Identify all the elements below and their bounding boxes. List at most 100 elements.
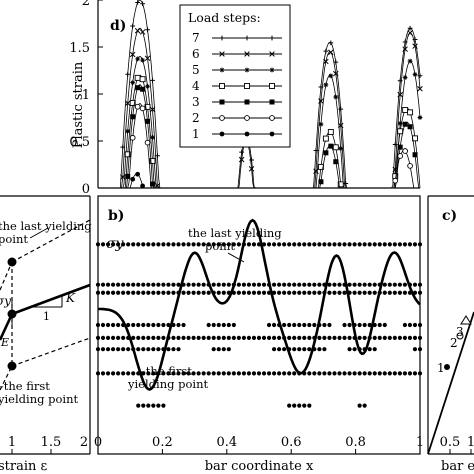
series-4-marker-36 (139, 76, 146, 83)
series-6-marker-28 (129, 51, 136, 58)
yield-dot-r4-12 (156, 335, 161, 340)
yield-dot-r4-28 (236, 335, 241, 340)
panel-b-annot-last-2: point (205, 239, 235, 253)
panel-a-elastic-line (0, 313, 14, 341)
yield-dot-r6-30 (246, 371, 252, 376)
series-7-marker-28 (130, 23, 136, 29)
series-3-marker-252 (407, 124, 413, 130)
yield-dot-r0-38 (287, 242, 292, 247)
yield-dot-r6-52 (357, 371, 362, 376)
yield-dot-r2-59 (392, 290, 397, 295)
yield-dot-r4-35 (271, 335, 277, 340)
legend-marker-4-0 (219, 83, 225, 89)
series-5-marker-244 (397, 121, 403, 126)
legend-marker-3-1 (244, 99, 250, 105)
yield-dot-r6-36 (277, 371, 282, 376)
yield-dot-r4-8 (136, 335, 141, 340)
yield-dot-r2-32 (256, 290, 262, 295)
yield-dot-r5-8 (136, 347, 141, 352)
legend-marker-7-0 (219, 35, 225, 41)
yield-dot-r6-63 (412, 371, 418, 376)
yield-dot-r6-37 (282, 371, 287, 376)
yield-dot-r0-30 (246, 242, 252, 247)
legend-marker-5-0 (219, 67, 225, 73)
yield-dot-r4-1 (100, 335, 106, 340)
series-4-marker-192 (332, 144, 339, 151)
panel-a-annot-first-1: –the first (0, 379, 50, 393)
yield-dot-r6-26 (226, 371, 231, 376)
yield-dot-r1-61 (402, 282, 408, 287)
yield-dot-r3-40 (297, 322, 302, 328)
yield-dot-r0-34 (266, 242, 272, 247)
yield-dot-r1-40 (297, 282, 302, 287)
panel-a-slope-one: 1 (43, 310, 50, 323)
yield-dot-r1-47 (332, 282, 337, 287)
yield-dot-r2-22 (206, 290, 211, 295)
yield-dot-r4-23 (211, 335, 216, 340)
yield-dot-r4-5 (121, 335, 126, 340)
series-4-marker-188 (327, 129, 334, 135)
series-4-marker-196 (337, 181, 344, 188)
yield-dot-r2-35 (271, 290, 277, 295)
series-4-marker-184 (322, 135, 329, 142)
yield-dot-r0-45 (322, 242, 327, 247)
yield-dot-r6-9 (141, 371, 146, 376)
yield-dot-r6-24 (216, 371, 221, 376)
yield-dot-r1-58 (387, 282, 392, 287)
panel-c-xtick-label-0: 0.5 (440, 435, 461, 450)
yield-dot-r1-41 (302, 282, 307, 287)
yield-dot-r3-37 (282, 322, 287, 328)
panel-b-x-ticks: 0 0.2 0.4 0.6 0.8 1 (94, 435, 424, 454)
yield-dot-r3-57 (382, 322, 387, 328)
series-2-marker-32 (134, 103, 141, 110)
series-5-marker-256 (412, 72, 418, 77)
yield-dot-r4-10 (146, 335, 151, 340)
legend-marker-1-2 (269, 131, 275, 137)
yield-dot-r2-24 (216, 290, 221, 295)
yield-dot-r4-17 (181, 335, 186, 340)
yield-dot-r1-60 (397, 282, 402, 287)
series-3-marker-256 (412, 152, 418, 158)
yield-dot-r0-25 (221, 242, 226, 247)
yield-dot-r1-12 (156, 282, 161, 287)
series-2-marker-28 (129, 134, 136, 141)
yield-dot-r1-57 (382, 282, 387, 287)
series-4-marker-24 (124, 151, 131, 158)
yield-dot-r4-4 (116, 335, 121, 340)
yield-dot-r0-21 (201, 242, 206, 247)
yield-dot-r4-26 (226, 335, 231, 340)
panel-c-point-label-3: 3 (456, 325, 464, 339)
yield-dot-r2-11 (151, 290, 156, 295)
yield-dot-r0-50 (347, 242, 352, 247)
series-5-marker-24 (125, 128, 131, 134)
yield-dot-r1-51 (352, 282, 357, 287)
yield-dot-r4-16 (176, 335, 181, 340)
panel-c: c) 1 2 3 0.5 1 bar e (427, 195, 474, 474)
yield-dot-r0-28 (236, 242, 241, 247)
panel-b-yield-stress: b) σy 0 0.2 0.4 0.6 0.8 1 bar coordinate x th… (94, 195, 424, 474)
panel-b-annot-last-1: the last yielding (188, 226, 282, 240)
yield-dot-r2-2 (105, 290, 111, 295)
yield-dot-r0-18 (186, 242, 191, 247)
yield-dot-r4-27 (231, 335, 236, 340)
yield-dot-r0-27 (231, 242, 236, 247)
yield-dot-r0-55 (372, 242, 377, 247)
yield-dot-r6-35 (271, 371, 277, 376)
series-5-marker-28 (130, 80, 136, 85)
yield-dot-r0-63 (412, 242, 418, 247)
yield-dot-r4-22 (206, 335, 211, 340)
yield-dot-r6-18 (186, 371, 191, 376)
yield-dot-r6-54 (367, 371, 372, 376)
yield-dot-r5-41 (302, 347, 307, 352)
yield-dot-r1-18 (186, 282, 191, 287)
yield-dot-r2-41 (302, 290, 307, 295)
yield-dot-r1-6 (126, 282, 131, 287)
yield-dot-r5-4 (116, 347, 121, 352)
panel-b-dots (95, 242, 423, 408)
yield-dot-r2-20 (196, 290, 201, 295)
panel-a-upper-dashed-1 (0, 261, 13, 291)
yield-dot-r2-30 (246, 290, 252, 295)
yield-dot-r2-18 (186, 290, 191, 295)
series-6-marker-116 (238, 156, 245, 163)
yield-dot-r2-31 (251, 290, 257, 295)
